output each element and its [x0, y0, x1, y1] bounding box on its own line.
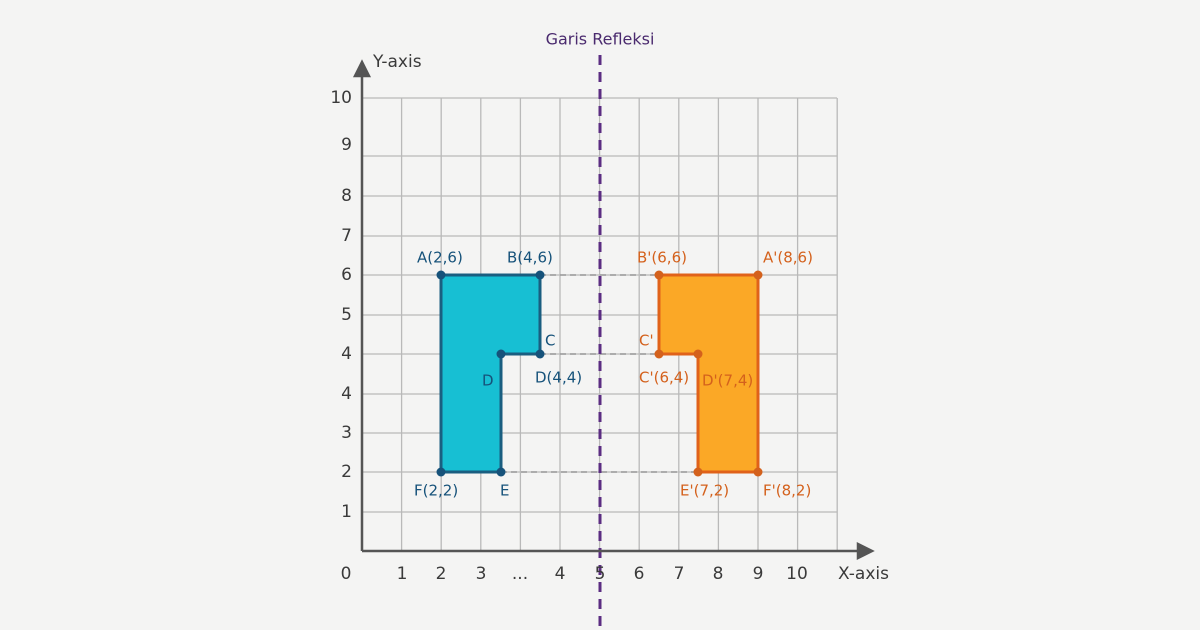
y-tick-label: 5	[341, 305, 352, 325]
x-tick-label: 8	[713, 564, 724, 584]
x-tick-label: 9	[753, 564, 764, 584]
vertex-label: D'(7,4)	[702, 372, 753, 390]
x-tick-label: ...	[512, 564, 528, 584]
vertex-label: C	[545, 332, 555, 350]
vertex-label: E	[500, 482, 509, 500]
vertex-label: D(4,4)	[535, 369, 582, 387]
projection-lines	[501, 274, 698, 473]
x-tick-label: 5	[595, 564, 606, 584]
x-axis-label: X-axis	[838, 564, 889, 584]
vertex-label: B'(6,6)	[637, 249, 687, 267]
x-tick-label: 3	[476, 564, 487, 584]
y-tick-label: 9	[341, 135, 352, 155]
vertex-label: A'(8,6)	[763, 249, 813, 267]
y-tick-label: 4	[341, 384, 352, 404]
vertex-label: F'(8,2)	[763, 482, 811, 500]
axes	[352, 59, 875, 561]
y-tick-label: 3	[341, 423, 352, 443]
title: Garis Refleksi	[546, 30, 655, 49]
x-tick-label: 7	[674, 564, 685, 584]
x-tick-label: 6	[634, 564, 645, 584]
y-tick-label: 10	[330, 88, 352, 108]
original-points	[436, 270, 545, 477]
vertex-label: C'(6,4)	[639, 369, 689, 387]
y-tick-label: 1	[341, 502, 352, 522]
y-tick-label: 7	[341, 226, 352, 246]
vertex-label: D	[482, 372, 494, 390]
vertex-label: A(2,6)	[417, 249, 463, 267]
vertex-label: F(2,2)	[414, 482, 458, 500]
y-tick-label: 8	[341, 186, 352, 206]
y-tick-label: 6	[341, 265, 352, 285]
x-tick-label: 4	[555, 564, 566, 584]
y-tick-label: 4	[341, 344, 352, 364]
x-tick-label: 1	[397, 564, 408, 584]
y-axis-label: Y-axis	[372, 52, 422, 72]
x-tick-label: 0	[341, 564, 352, 584]
y-tick-label: 2	[341, 462, 352, 482]
vertex-label: C'	[639, 332, 654, 350]
reflected-points	[654, 270, 763, 477]
x-tick-label: 2	[436, 564, 447, 584]
vertex-label: B(4,6)	[507, 249, 553, 267]
x-tick-label: 10	[786, 564, 808, 584]
vertex-label: E'(7,2)	[680, 482, 729, 500]
